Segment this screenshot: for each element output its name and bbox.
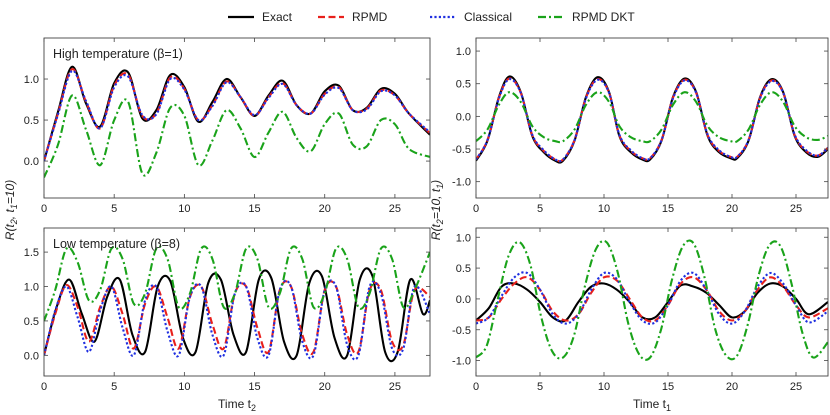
- series-line-rpmd: [44, 68, 430, 162]
- y-tick-label: -0.5: [452, 325, 471, 337]
- x-axis-label-left: Time t2: [218, 397, 256, 413]
- legend-label: Classical: [464, 10, 512, 24]
- series-line-rpmd-dkt: [44, 245, 430, 322]
- legend-entry: Classical: [430, 10, 512, 24]
- legend: Exact RPMD Classical RPMD DKT: [228, 10, 635, 24]
- series-line-rpmd-dkt: [476, 91, 828, 144]
- chart-panel-bottom-left: 0.0 0.5 1.0 1.5 0 5 10 15 20 25 Low temperature (β…: [24, 227, 431, 393]
- y-tick-label: 0.0: [24, 156, 39, 168]
- x-tick-label: 0: [41, 381, 47, 393]
- chart-panel-top-right: -1.0 -0.5 0.0 0.5 1.0 0 5 10 15 20 25: [452, 37, 829, 215]
- series-line-rpmd-dkt: [476, 239, 828, 361]
- y-tick-label: 1.0: [456, 232, 471, 244]
- series-line-rpmd-dkt: [44, 94, 430, 178]
- x-tick-label: 10: [178, 381, 190, 393]
- plot-frame: [43, 37, 431, 199]
- chart-panel-bottom-right: -1.0 -0.5 0.0 0.5 1.0 0 5 10 15 20 25: [452, 227, 829, 393]
- series-line-exact: [44, 65, 430, 162]
- y-tick-label: 0.0: [456, 111, 471, 123]
- x-tick-label: 15: [248, 203, 260, 215]
- legend-label: Exact: [262, 10, 293, 24]
- series-line-exact: [44, 267, 430, 363]
- x-tick-label: 5: [111, 381, 117, 393]
- panel-annotation: Low temperature (β=8): [53, 237, 180, 251]
- x-tick-label: 10: [598, 381, 610, 393]
- legend-label: RPMD: [352, 10, 388, 24]
- plot-frame: [475, 227, 829, 377]
- y-tick-label: 1.0: [24, 74, 39, 86]
- series-line-rpmd: [44, 280, 430, 356]
- series-line-classical: [44, 279, 430, 361]
- y-tick-label: 0.0: [456, 294, 471, 306]
- legend-label: RPMD DKT: [572, 10, 635, 24]
- plot-area: [44, 245, 430, 363]
- y-tick-label: 1.5: [24, 247, 39, 259]
- x-axis-label-right: Time t1: [633, 397, 671, 413]
- legend-entry: RPMD: [318, 10, 388, 24]
- panel-annotation: High temperature (β=1): [53, 47, 183, 61]
- y-tick-label: -0.5: [452, 144, 471, 156]
- y-axis-label-right: R(t2=10, t1): [429, 180, 445, 240]
- series-line-classical: [44, 69, 430, 162]
- plot-frame: [43, 227, 431, 377]
- x-tick-label: 10: [178, 203, 190, 215]
- plot-area: [476, 239, 828, 361]
- x-tick-label: 5: [537, 203, 543, 215]
- series-line-classical: [476, 271, 828, 325]
- x-tick-label: 20: [726, 203, 738, 215]
- x-tick-label: 5: [537, 381, 543, 393]
- chart-panels: 0.0 0.5 1.0 0 5 10 15 20 25 High temperature (β=1…: [24, 37, 829, 393]
- x-tick-label: 20: [319, 381, 331, 393]
- x-tick-label: 15: [662, 381, 674, 393]
- y-tick-label: -1.0: [452, 177, 471, 189]
- y-tick-label: 0.5: [24, 316, 39, 328]
- x-tick-label: 25: [389, 203, 401, 215]
- legend-entry: RPMD DKT: [538, 10, 635, 24]
- x-tick-label: 20: [726, 381, 738, 393]
- x-tick-label: 25: [790, 203, 802, 215]
- plot-frame: [475, 37, 829, 199]
- chart-panel-top-left: 0.0 0.5 1.0 0 5 10 15 20 25 High temperature (β=1…: [24, 37, 431, 215]
- y-tick-label: 0.5: [456, 263, 471, 275]
- x-tick-label: 0: [473, 203, 479, 215]
- x-tick-label: 15: [662, 203, 674, 215]
- y-tick-label: 0.5: [456, 79, 471, 91]
- series-line-exact: [476, 75, 828, 164]
- series-line-exact: [476, 282, 828, 323]
- legend-entry: Exact: [228, 10, 293, 24]
- x-tick-label: 25: [389, 381, 401, 393]
- plot-area: [44, 65, 430, 178]
- x-tick-label: 0: [473, 381, 479, 393]
- plot-area: [476, 75, 828, 164]
- y-tick-label: -1.0: [452, 356, 471, 368]
- y-tick-label: 0.0: [24, 350, 39, 362]
- x-tick-label: 5: [111, 203, 117, 215]
- series-line-rpmd: [476, 77, 828, 163]
- y-tick-label: 0.5: [24, 115, 39, 127]
- x-tick-label: 20: [319, 203, 331, 215]
- y-tick-label: 1.0: [24, 282, 39, 294]
- x-tick-label: 25: [790, 381, 802, 393]
- x-tick-label: 10: [598, 203, 610, 215]
- y-tick-label: 1.0: [456, 46, 471, 58]
- x-tick-label: 15: [248, 381, 260, 393]
- x-tick-label: 0: [41, 203, 47, 215]
- series-line-rpmd: [476, 275, 828, 323]
- y-axis-label-left: R(t2, t1=10): [3, 180, 19, 240]
